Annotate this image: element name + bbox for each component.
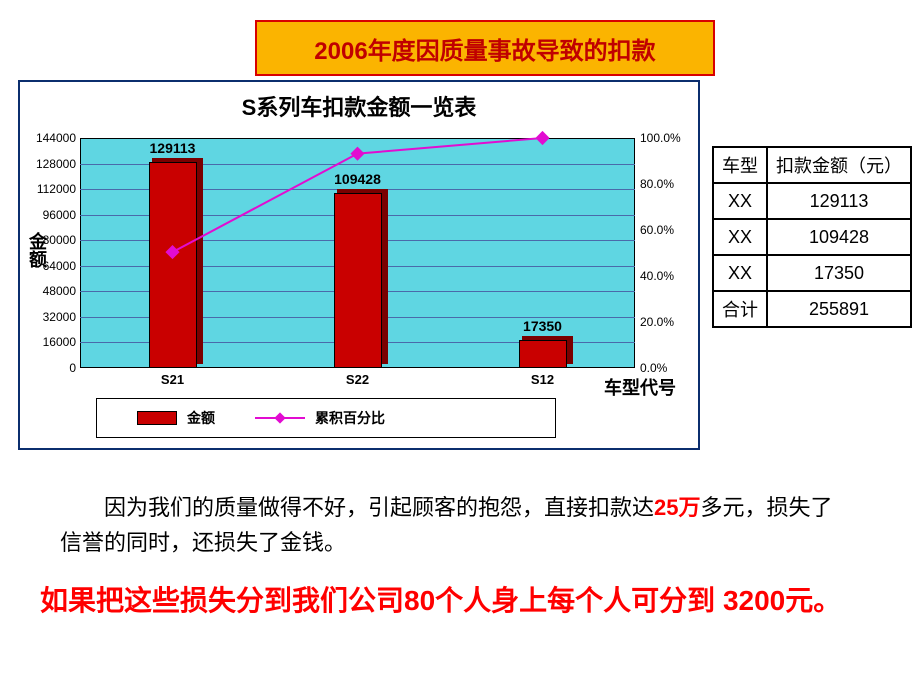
y2-tick-label: 20.0% xyxy=(640,315,695,329)
y-tick-label: 128000 xyxy=(26,157,76,171)
table-cell: XX xyxy=(713,219,767,255)
table-cell: 109428 xyxy=(767,219,911,255)
legend-bar-swatch xyxy=(137,411,177,425)
table-row: XX 109428 xyxy=(713,219,911,255)
y-tick-label: 32000 xyxy=(26,310,76,324)
bar xyxy=(519,340,567,368)
table-header-row: 车型 扣款金额（元） xyxy=(713,147,911,183)
y-tick-label: 80000 xyxy=(26,233,76,247)
table-row: 合计 255891 xyxy=(713,291,911,327)
x-axis-label: 车型代号 xyxy=(604,374,676,400)
table-row: XX 17350 xyxy=(713,255,911,291)
title-box: 2006年度因质量事故导致的扣款 xyxy=(255,20,715,76)
x-tick-label: S12 xyxy=(503,372,583,387)
y-tick-label: 48000 xyxy=(26,284,76,298)
table-cell: 129113 xyxy=(767,183,911,219)
bar-shadow xyxy=(567,336,573,364)
y-tick-label: 112000 xyxy=(26,182,76,196)
table-cell: 合计 xyxy=(713,291,767,327)
y-tick-label: 0 xyxy=(26,361,76,375)
y-tick-label: 64000 xyxy=(26,259,76,273)
bar-value-label: 129113 xyxy=(138,140,208,156)
bar xyxy=(149,162,197,368)
para2-p3: 元。 xyxy=(785,585,841,616)
chart-title: S系列车扣款金额一览表 xyxy=(20,90,698,122)
bar-value-label: 17350 xyxy=(508,318,578,334)
para1-highlight: 25万 xyxy=(654,495,700,520)
x-tick-label: S21 xyxy=(133,372,213,387)
y2-tick-label: 0.0% xyxy=(640,361,695,375)
data-table: 车型 扣款金额（元） XX 129113 XX 109428 XX 17350 … xyxy=(712,146,912,328)
title-text: 2006年度因质量事故导致的扣款 xyxy=(314,31,655,66)
y2-tick-label: 100.0% xyxy=(640,131,695,145)
y-tick-label: 16000 xyxy=(26,335,76,349)
legend-bar-label: 金额 xyxy=(187,408,215,428)
legend-bar: 金额 xyxy=(137,408,215,428)
para2-n2: 3200 xyxy=(723,585,785,616)
table-cell: XX xyxy=(713,183,767,219)
para2-p1: 如果把这些损失分到我们公司 xyxy=(40,585,404,616)
table-cell: 255891 xyxy=(767,291,911,327)
x-tick-label: S22 xyxy=(318,372,398,387)
para2-p2: 个人身上每个人可分到 xyxy=(435,585,723,616)
y-tick-label: 96000 xyxy=(26,208,76,222)
table-row: XX 129113 xyxy=(713,183,911,219)
paragraph-1: 因为我们的质量做得不好，引起顾客的抱怨，直接扣款达25万多元，损失了信誉的同时，… xyxy=(60,490,850,560)
bar-value-label: 109428 xyxy=(323,171,393,187)
legend-line-swatch xyxy=(255,411,305,425)
paragraph-2: 如果把这些损失分到我们公司80个人身上每个人可分到 3200元。 xyxy=(40,580,870,622)
legend: 金额 累积百分比 xyxy=(96,398,556,438)
chart-panel: S系列车扣款金额一览表 金额 0 16000 32000 48000 64000 8000… xyxy=(18,80,700,450)
y-tick-label: 144000 xyxy=(26,131,76,145)
table-cell: XX xyxy=(713,255,767,291)
legend-line-label: 累积百分比 xyxy=(315,408,385,428)
table-cell: 17350 xyxy=(767,255,911,291)
para1-pre: 因为我们的质量做得不好，引起顾客的抱怨，直接扣款达 xyxy=(104,495,654,520)
para2-n1: 80 xyxy=(404,585,435,616)
legend-line: 累积百分比 xyxy=(255,408,385,428)
bar xyxy=(334,193,382,368)
bar-shadow xyxy=(197,158,203,364)
y2-tick-label: 60.0% xyxy=(640,223,695,237)
table-header: 扣款金额（元） xyxy=(767,147,911,183)
y2-tick-label: 80.0% xyxy=(640,177,695,191)
bar-shadow xyxy=(382,189,388,364)
y2-tick-label: 40.0% xyxy=(640,269,695,283)
table-header: 车型 xyxy=(713,147,767,183)
